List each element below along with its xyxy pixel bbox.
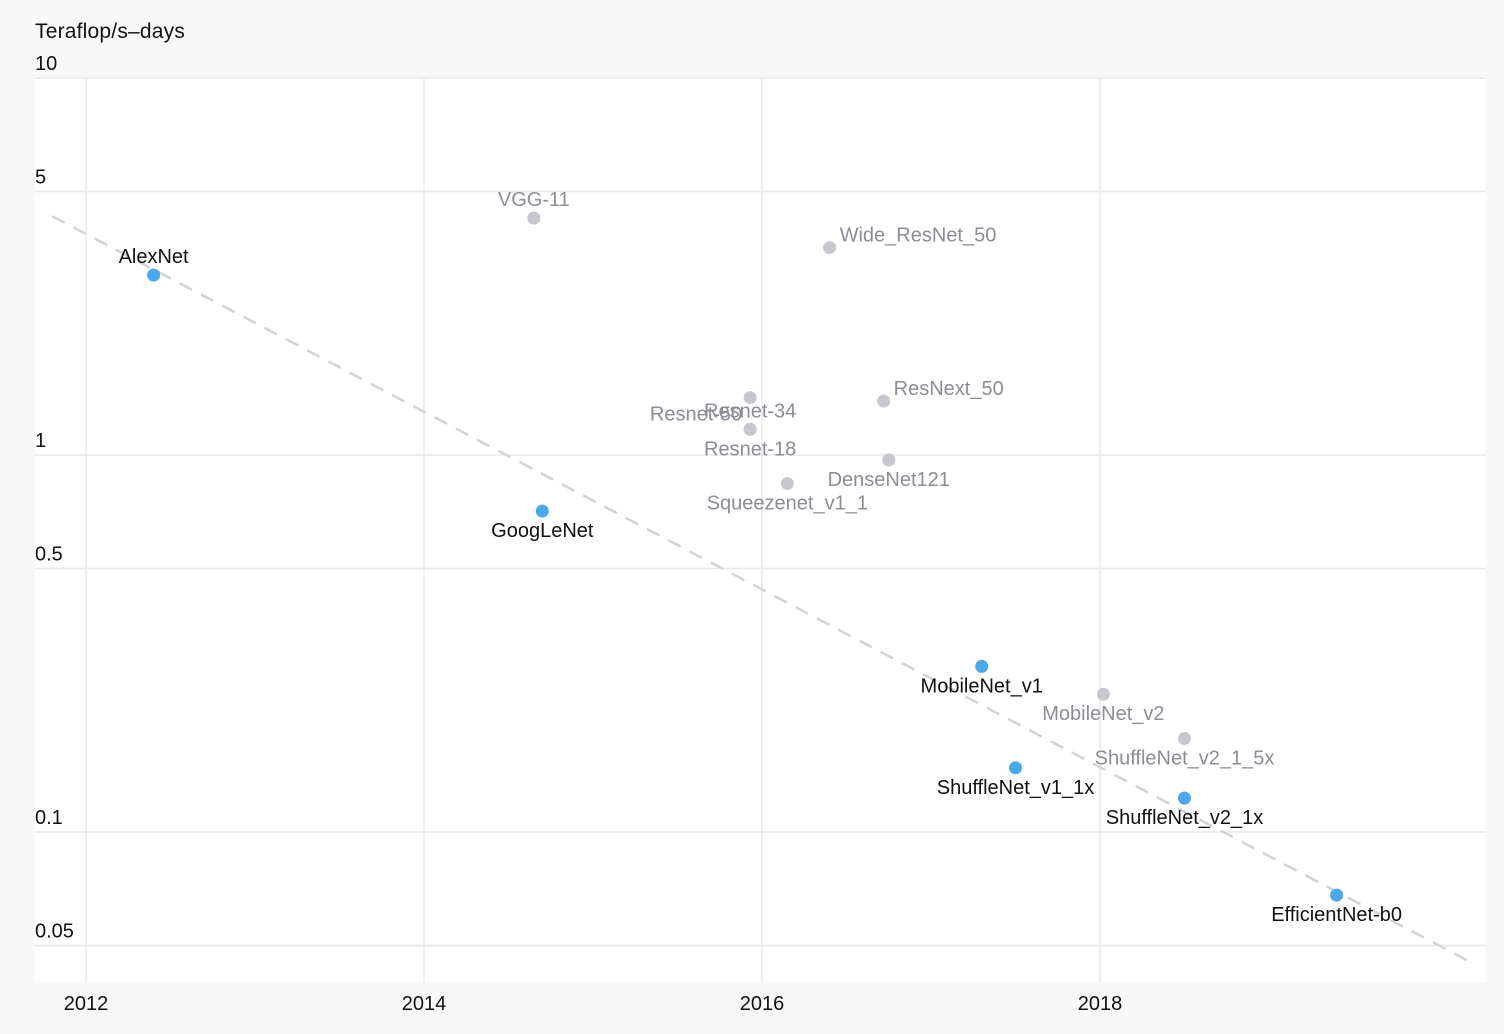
data-label: ResNext_50 xyxy=(894,378,1004,400)
data-label: VGG-11 xyxy=(498,189,570,211)
data-label: MobileNet_v1 xyxy=(921,675,1043,697)
data-point xyxy=(743,422,757,436)
data-label: MobileNet_v2 xyxy=(1042,703,1164,725)
x-tick-label: 2012 xyxy=(64,993,109,1015)
data-label: Resnet-18 xyxy=(704,438,796,460)
plot-area xyxy=(35,78,1486,983)
y-tick-label: 10 xyxy=(35,53,57,75)
data-point xyxy=(1178,791,1191,805)
y-tick-label: 0.5 xyxy=(35,543,63,565)
data-label: Squeezenet_v1_1 xyxy=(707,493,868,515)
y-tick-label: 0.1 xyxy=(35,807,63,829)
y-tick-label: 5 xyxy=(35,166,46,188)
data-label: DenseNet121 xyxy=(828,469,950,491)
data-point xyxy=(1009,761,1022,775)
data-label: AlexNet xyxy=(119,246,189,268)
data-label: ShuffleNet_v1_1x xyxy=(937,777,1095,799)
data-label: EfficientNet-b0 xyxy=(1271,904,1402,926)
data-point xyxy=(1096,687,1110,701)
data-label: Wide_ResNet_50 xyxy=(840,225,997,247)
highlighted-series: AlexNet GoogLeNet MobileNet_v1 ShuffleNet_v… xyxy=(119,246,1402,926)
y-axis-label: Teraflop/s–days xyxy=(35,20,186,43)
data-label: Resnet-34 xyxy=(704,400,796,422)
data-point xyxy=(535,504,549,518)
data-point xyxy=(975,659,989,673)
grid-lines xyxy=(35,77,1486,983)
x-tick-label: 2016 xyxy=(740,993,785,1015)
y-tick-label: 1 xyxy=(35,430,46,452)
data-point xyxy=(877,394,891,408)
x-tick-label: 2018 xyxy=(1078,993,1123,1015)
data-label: Resnet-50 xyxy=(650,404,742,426)
x-tick-label: 2014 xyxy=(402,993,447,1015)
data-point xyxy=(780,477,794,491)
data-point xyxy=(823,241,837,255)
data-point xyxy=(1330,888,1344,902)
trend-line xyxy=(51,215,1473,964)
data-point xyxy=(147,268,161,282)
data-point xyxy=(527,211,541,225)
data-label: GoogLeNet xyxy=(491,520,594,542)
data-point xyxy=(882,453,896,467)
data-label: ShuffleNet_v2_1x xyxy=(1106,807,1264,829)
data-point xyxy=(743,391,757,405)
data-label: ShuffleNet_v2_1_5x xyxy=(1095,748,1275,770)
y-tick-label: 0.05 xyxy=(35,920,74,942)
data-point xyxy=(1178,732,1191,746)
